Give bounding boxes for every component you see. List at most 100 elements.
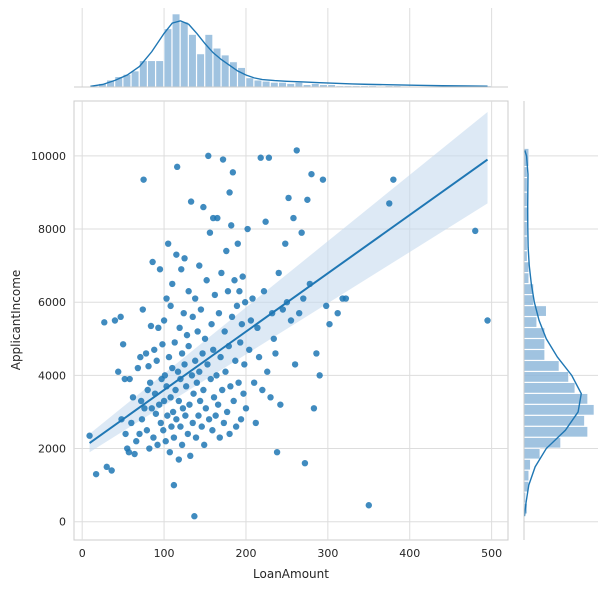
scatter-point: [196, 262, 203, 269]
scatter-point: [191, 513, 198, 520]
x-tick-label: 0: [79, 547, 86, 560]
scatter-point: [189, 313, 196, 321]
scatter-point: [484, 317, 491, 324]
scatter-point: [241, 361, 248, 368]
scatter-point: [205, 416, 213, 423]
scatter-point: [111, 317, 119, 324]
scatter-point: [137, 397, 145, 405]
scatter-point: [220, 419, 228, 427]
scatter-point: [214, 401, 222, 408]
top-hist-bar: [262, 80, 271, 88]
right-kde-curve: [523, 150, 583, 517]
top-hist-bar: [278, 82, 287, 88]
scatter-point: [146, 445, 153, 452]
scatter-point: [262, 218, 269, 225]
right-hist-bar: [523, 470, 530, 482]
scatter-point: [187, 452, 194, 460]
scatter-point: [221, 328, 228, 335]
scatter-point: [252, 419, 259, 427]
scatter-point: [237, 416, 245, 423]
y-tick-label: 2000: [38, 443, 66, 456]
scatter-point: [235, 379, 242, 386]
scatter-point: [210, 346, 217, 353]
scatter-point: [264, 368, 271, 375]
scatter-point: [238, 320, 246, 328]
x-axis-label: LoanAmount: [253, 567, 329, 581]
top-hist-bar: [171, 13, 181, 88]
scatter-point: [173, 416, 180, 423]
scatter-point: [202, 405, 210, 412]
scatter-point: [240, 390, 247, 397]
scatter-point: [184, 430, 192, 438]
scatter-point: [267, 394, 274, 401]
scatter-point: [390, 176, 397, 183]
right-hist-bar: [523, 338, 545, 350]
scatter-point: [192, 434, 200, 441]
scatter-point: [291, 361, 299, 368]
right-hist-bar: [523, 294, 534, 306]
scatter-point: [101, 319, 108, 326]
main-plot: 0 100 200 300 400 500 0200040006000800010000 …: [9, 100, 509, 581]
scatter-point: [205, 152, 212, 160]
right-hist-bar: [523, 393, 588, 405]
scatter-points: [86, 147, 491, 520]
scatter-point: [177, 423, 184, 430]
scatter-point: [218, 269, 225, 277]
y-axis-label: ApplicantIncome: [9, 270, 23, 371]
scatter-point: [145, 363, 152, 370]
scatter-point: [194, 328, 201, 335]
scatter-point: [213, 372, 220, 379]
scatter-point: [193, 379, 201, 386]
right-hist-bar: [523, 404, 595, 416]
scatter-point: [131, 450, 138, 458]
scatter-point: [189, 419, 196, 427]
scatter-point: [198, 423, 205, 430]
top-hist-bar: [180, 21, 189, 88]
scatter-point: [209, 427, 216, 434]
scatter-point: [196, 368, 203, 375]
scatter-point: [365, 502, 372, 509]
scatter-point: [191, 357, 199, 364]
right-hist-bar: [523, 382, 576, 394]
scatter-point: [163, 295, 170, 302]
scatter-point: [242, 405, 250, 412]
scatter-point: [247, 317, 255, 324]
scatter-point: [228, 222, 235, 229]
scatter-point: [153, 357, 160, 364]
scatter-point: [254, 324, 261, 332]
scatter-point: [178, 441, 186, 449]
scatter-point: [259, 386, 266, 394]
regression-line: [88, 158, 489, 444]
top-hist-bar: [204, 34, 213, 88]
scatter-point: [270, 335, 278, 342]
right-hist-bar: [523, 316, 538, 328]
top-marginal: [74, 8, 508, 88]
scatter-point: [115, 368, 122, 375]
scatter-point: [208, 320, 215, 328]
right-hist-bar: [523, 426, 588, 438]
scatter-point: [148, 405, 155, 412]
scatter-point: [241, 299, 249, 306]
scatter-point: [300, 295, 307, 302]
scatter-point: [155, 324, 162, 332]
scatter-point: [178, 266, 185, 273]
scatter-point: [183, 331, 191, 339]
scatter-point: [154, 441, 161, 449]
scatter-point: [151, 346, 158, 353]
scatter-point: [210, 394, 218, 401]
top-hist-bar: [155, 60, 164, 88]
scatter-point: [175, 397, 183, 405]
scatter-point: [265, 154, 273, 161]
x-tick-label: 200: [235, 547, 256, 560]
scatter-point: [160, 317, 168, 324]
scatter-point: [219, 386, 226, 394]
scatter-point: [191, 295, 199, 302]
scatter-point: [187, 198, 195, 205]
top-hist-bar: [196, 53, 205, 88]
scatter-point: [214, 214, 221, 222]
scatter-point: [128, 419, 135, 427]
scatter-point: [304, 196, 311, 203]
right-hist-bar: [523, 349, 545, 361]
scatter-point: [224, 288, 232, 295]
right-hist-bar: [523, 448, 541, 460]
